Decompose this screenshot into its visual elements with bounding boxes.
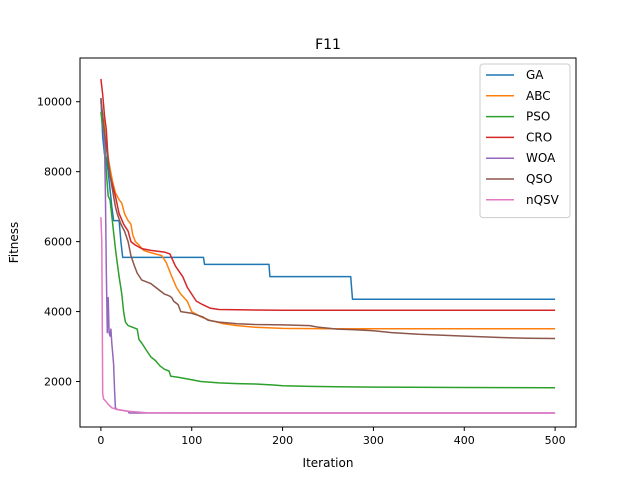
x-axis-label: Iteration <box>303 456 354 470</box>
legend-label-cro: CRO <box>526 130 552 144</box>
y-axis-label: Fitness <box>7 222 21 264</box>
legend-label-ga: GA <box>526 68 544 82</box>
legend-label-pso: PSO <box>526 110 550 124</box>
y-tick-label: 8000 <box>44 166 72 179</box>
x-tick-label: 400 <box>454 434 475 447</box>
legend-label-woa: WOA <box>526 151 556 165</box>
legend-label-abc: ABC <box>526 89 551 103</box>
y-tick-label: 10000 <box>37 96 72 109</box>
series-line-nqsv <box>100 217 556 414</box>
legend: GA ABC PSO CRO WOA QSO nQSV <box>479 63 571 219</box>
y-tick-label: 6000 <box>44 236 72 249</box>
chart-title: F11 <box>315 37 341 53</box>
y-axis-ticks: 2000 4000 6000 8000 10000 <box>37 96 80 389</box>
x-tick-label: 500 <box>545 434 566 447</box>
y-tick-label: 4000 <box>44 306 72 319</box>
legend-label-qso: QSO <box>526 172 553 186</box>
series-line-qso <box>100 98 556 340</box>
x-axis-ticks: 0 100 200 300 400 500 <box>97 427 566 447</box>
series-line-abc <box>100 111 556 330</box>
legend-label-nqsv: nQSV <box>526 193 560 207</box>
y-tick-label: 2000 <box>44 376 72 389</box>
x-tick-label: 100 <box>181 434 202 447</box>
x-tick-label: 200 <box>272 434 293 447</box>
series-layer <box>100 78 556 414</box>
plot-frame <box>79 57 577 428</box>
x-tick-label: 300 <box>363 434 384 447</box>
series-line-pso <box>100 112 556 389</box>
x-tick-label: 0 <box>97 434 104 447</box>
